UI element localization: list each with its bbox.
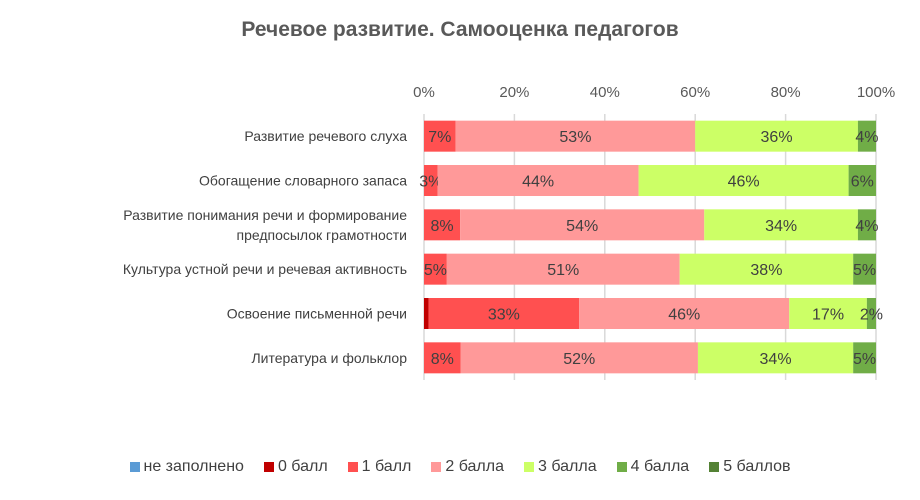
bar-segment [695, 120, 858, 152]
legend-label: 4 балла [630, 458, 690, 475]
bar-segment [437, 165, 639, 196]
data-label: 5% [424, 262, 447, 279]
data-label: 54% [566, 218, 598, 235]
data-label: 46% [728, 174, 760, 191]
legend-swatch [263, 462, 274, 472]
bar-segment [460, 209, 705, 241]
data-label: 36% [761, 129, 793, 146]
data-label: 3% [419, 174, 442, 191]
bar-segment [424, 342, 461, 374]
data-label: 2% [860, 307, 883, 324]
bar-segment [857, 120, 876, 152]
legend-item: 5 баллов [709, 458, 791, 476]
bar-segment [848, 165, 876, 196]
bar-segment [697, 342, 854, 374]
data-label: 4% [855, 129, 878, 146]
bar-segment [455, 120, 696, 152]
data-label: 34% [760, 351, 792, 368]
legend-label: 5 баллов [723, 458, 791, 475]
x-tick-label: 80% [771, 84, 801, 101]
bar-segment [460, 342, 698, 374]
legend-label: 3 балла [537, 458, 597, 475]
bar-segment [424, 165, 438, 196]
category-label: Обогащение словарного запаса [199, 173, 407, 189]
bar-segment [789, 298, 867, 329]
x-tick-label: 20% [499, 84, 529, 101]
data-label: 5% [853, 262, 876, 279]
bar-segment [638, 165, 849, 196]
legend-item: не заполнено [129, 458, 244, 476]
bar-segment [853, 253, 876, 285]
legend-swatch [129, 462, 140, 472]
bar-segment [424, 120, 456, 152]
legend-label: 1 балл [361, 458, 412, 475]
category-label: Литература и фольклор [251, 350, 407, 366]
data-label: 7% [428, 129, 451, 146]
legend-item: 2 балла [431, 458, 504, 476]
bar-segment [704, 209, 858, 241]
data-label: 46% [668, 307, 700, 324]
bar-segment [424, 209, 461, 241]
legend-label: 2 балла [445, 458, 504, 475]
bar-segment [679, 253, 854, 285]
x-tick-label: 0% [413, 84, 435, 101]
data-label: 4% [855, 218, 878, 235]
data-label: 38% [750, 262, 782, 279]
category-label: Развитие речевого слуха [244, 128, 407, 144]
bar-segment [428, 298, 580, 329]
data-label: 33% [488, 307, 520, 324]
legend-swatch [616, 462, 627, 472]
data-label: 6% [851, 174, 874, 191]
legend-swatch [431, 462, 442, 472]
data-label: 53% [559, 129, 591, 146]
data-label: 44% [522, 174, 554, 191]
legend-swatch [347, 462, 358, 472]
x-tick-label: 60% [680, 84, 710, 101]
bar-segment [446, 253, 680, 285]
legend-item: 1 балл [347, 458, 412, 476]
data-label: 17% [812, 307, 844, 324]
legend: не заполнено 0 балл 1 балл 2 балла 3 балла 4 … [0, 458, 920, 476]
chart-title: Речевое развитие. Самооценка педагогов [241, 18, 679, 41]
data-label: 8% [431, 351, 454, 368]
legend-item: 4 балла [616, 458, 690, 476]
legend-swatch [709, 462, 720, 472]
x-tick-label: 100% [857, 84, 895, 101]
bar-segment [424, 253, 447, 285]
data-label: 8% [431, 218, 454, 235]
legend-item: 0 балл [263, 458, 328, 476]
data-label: 34% [765, 218, 797, 235]
legend-swatch [523, 462, 534, 472]
bar-segment [866, 298, 876, 329]
legend-item: 3 балла [523, 458, 597, 476]
category-label: Развитие понимания речи и формирование пр… [123, 207, 407, 243]
category-label: Культура устной речи и речевая активност… [123, 261, 407, 277]
data-label: 51% [547, 262, 579, 279]
legend-label: 0 балл [277, 458, 328, 475]
x-tick-label: 40% [590, 84, 620, 101]
bar-segment [424, 298, 429, 329]
data-label: 5% [853, 351, 876, 368]
category-label: Освоение письменной речи [227, 306, 407, 322]
legend-label: не заполнено [143, 458, 244, 475]
data-label: 52% [563, 351, 595, 368]
bar-segment [857, 209, 876, 241]
bar-segment [853, 342, 876, 374]
bar-segment [579, 298, 790, 329]
